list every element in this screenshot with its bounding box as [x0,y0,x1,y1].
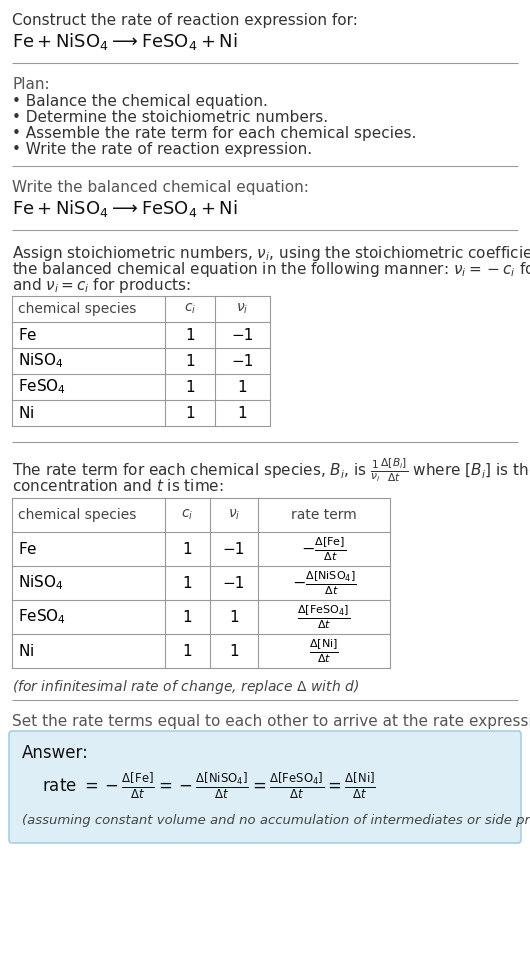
Text: 1: 1 [185,328,195,343]
Text: Construct the rate of reaction expression for:: Construct the rate of reaction expressio… [12,13,358,28]
Text: $\mathregular{Fe + NiSO_4 \longrightarrow FeSO_4 + Ni}$: $\mathregular{Fe + NiSO_4 \longrightarro… [12,198,238,219]
Text: −1: −1 [223,542,245,556]
Text: • Write the rate of reaction expression.: • Write the rate of reaction expression. [12,142,312,157]
Text: concentration and $t$ is time:: concentration and $t$ is time: [12,478,224,494]
Text: $\mathrm{FeSO_4}$: $\mathrm{FeSO_4}$ [18,608,66,627]
Text: $\mathrm{Fe}$: $\mathrm{Fe}$ [18,541,38,557]
Text: chemical species: chemical species [18,508,136,522]
Text: 1: 1 [185,353,195,369]
Text: rate term: rate term [291,508,357,522]
Text: • Balance the chemical equation.: • Balance the chemical equation. [12,94,268,109]
Text: Write the balanced chemical equation:: Write the balanced chemical equation: [12,180,309,195]
Text: Plan:: Plan: [12,77,50,92]
Text: $\nu_i$: $\nu_i$ [228,508,240,522]
Text: 1: 1 [237,380,248,394]
Text: 1: 1 [183,576,192,590]
Text: $-\frac{\Delta[\mathrm{Fe}]}{\Delta t}$: $-\frac{\Delta[\mathrm{Fe}]}{\Delta t}$ [302,535,347,563]
Text: 1: 1 [183,609,192,625]
Text: $\mathregular{Fe + NiSO_4 \longrightarrow FeSO_4 + Ni}$: $\mathregular{Fe + NiSO_4 \longrightarro… [12,31,238,52]
Text: 1: 1 [237,405,248,421]
Text: 1: 1 [229,643,239,659]
Text: Set the rate terms equal to each other to arrive at the rate expression:: Set the rate terms equal to each other t… [12,714,530,729]
Text: $\frac{\Delta[\mathrm{Ni}]}{\Delta t}$: $\frac{\Delta[\mathrm{Ni}]}{\Delta t}$ [309,637,339,665]
Text: The rate term for each chemical species, $B_i$, is $\frac{1}{\nu_i}\frac{\Delta[: The rate term for each chemical species,… [12,456,530,484]
Text: 1: 1 [229,609,239,625]
Text: −1: −1 [223,576,245,590]
Text: $\frac{\Delta[\mathrm{FeSO_4}]}{\Delta t}$: $\frac{\Delta[\mathrm{FeSO_4}]}{\Delta t… [297,603,350,630]
Text: 1: 1 [185,380,195,394]
Text: 1: 1 [185,405,195,421]
Text: $c_i$: $c_i$ [181,508,193,522]
Text: Answer:: Answer: [22,744,89,762]
FancyBboxPatch shape [9,731,521,843]
Text: $-\frac{\Delta[\mathrm{NiSO_4}]}{\Delta t}$: $-\frac{\Delta[\mathrm{NiSO_4}]}{\Delta … [292,569,356,597]
Text: 1: 1 [183,643,192,659]
Text: $\mathrm{NiSO_4}$: $\mathrm{NiSO_4}$ [18,351,64,370]
Text: the balanced chemical equation in the following manner: $\nu_i = -c_i$ for react: the balanced chemical equation in the fo… [12,260,530,279]
Text: $\mathrm{NiSO_4}$: $\mathrm{NiSO_4}$ [18,574,64,592]
Text: 1: 1 [183,542,192,556]
Text: $\mathrm{Ni}$: $\mathrm{Ni}$ [18,405,34,421]
Text: $\mathrm{FeSO_4}$: $\mathrm{FeSO_4}$ [18,378,66,396]
Text: $\mathrm{Ni}$: $\mathrm{Ni}$ [18,643,34,659]
Text: −1: −1 [231,328,254,343]
Text: −1: −1 [231,353,254,369]
Text: (for infinitesimal rate of change, replace $\Delta$ with $d$): (for infinitesimal rate of change, repla… [12,678,359,696]
Text: $\nu_i$: $\nu_i$ [236,302,249,316]
Text: $\mathrm{Fe}$: $\mathrm{Fe}$ [18,327,38,343]
Text: and $\nu_i = c_i$ for products:: and $\nu_i = c_i$ for products: [12,276,191,295]
Text: $c_i$: $c_i$ [184,302,196,316]
Text: • Determine the stoichiometric numbers.: • Determine the stoichiometric numbers. [12,110,328,125]
Text: chemical species: chemical species [18,302,136,316]
Text: • Assemble the rate term for each chemical species.: • Assemble the rate term for each chemic… [12,126,417,141]
Text: Assign stoichiometric numbers, $\nu_i$, using the stoichiometric coefficients, $: Assign stoichiometric numbers, $\nu_i$, … [12,244,530,263]
Text: rate $= -\frac{\Delta[\mathrm{Fe}]}{\Delta t} = -\frac{\Delta[\mathrm{NiSO_4}]}{: rate $= -\frac{\Delta[\mathrm{Fe}]}{\Del… [42,770,376,800]
Text: (assuming constant volume and no accumulation of intermediates or side products): (assuming constant volume and no accumul… [22,814,530,827]
